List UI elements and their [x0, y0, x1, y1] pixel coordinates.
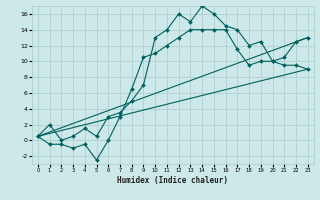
- X-axis label: Humidex (Indice chaleur): Humidex (Indice chaleur): [117, 176, 228, 185]
